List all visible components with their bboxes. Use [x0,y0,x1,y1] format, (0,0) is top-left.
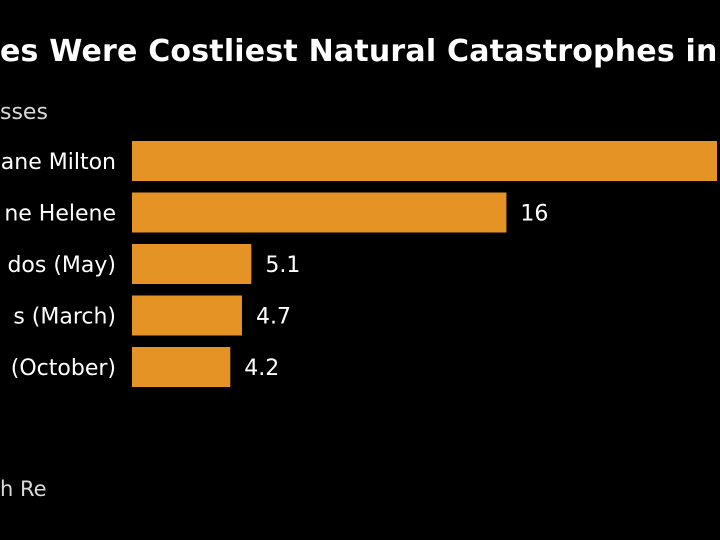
source-note: h Re [0,477,47,501]
bar [132,244,252,284]
category-label: ne Helene [4,202,116,227]
value-label: 4.7 [256,305,291,330]
category-label: ane Milton [1,150,116,175]
value-label: 4.2 [244,356,279,381]
category-label: (October) [11,356,116,381]
chart-subtitle: sses [0,100,48,125]
bar [132,141,717,181]
category-label: s (March) [13,305,116,330]
value-label: 16 [520,202,548,227]
bar [132,347,231,387]
bar [132,295,242,336]
chart-title: es Were Costliest Natural Catastrophes i… [0,34,720,69]
value-label: 5.1 [265,253,300,278]
bar [132,192,507,233]
category-label: dos (May) [7,253,116,278]
